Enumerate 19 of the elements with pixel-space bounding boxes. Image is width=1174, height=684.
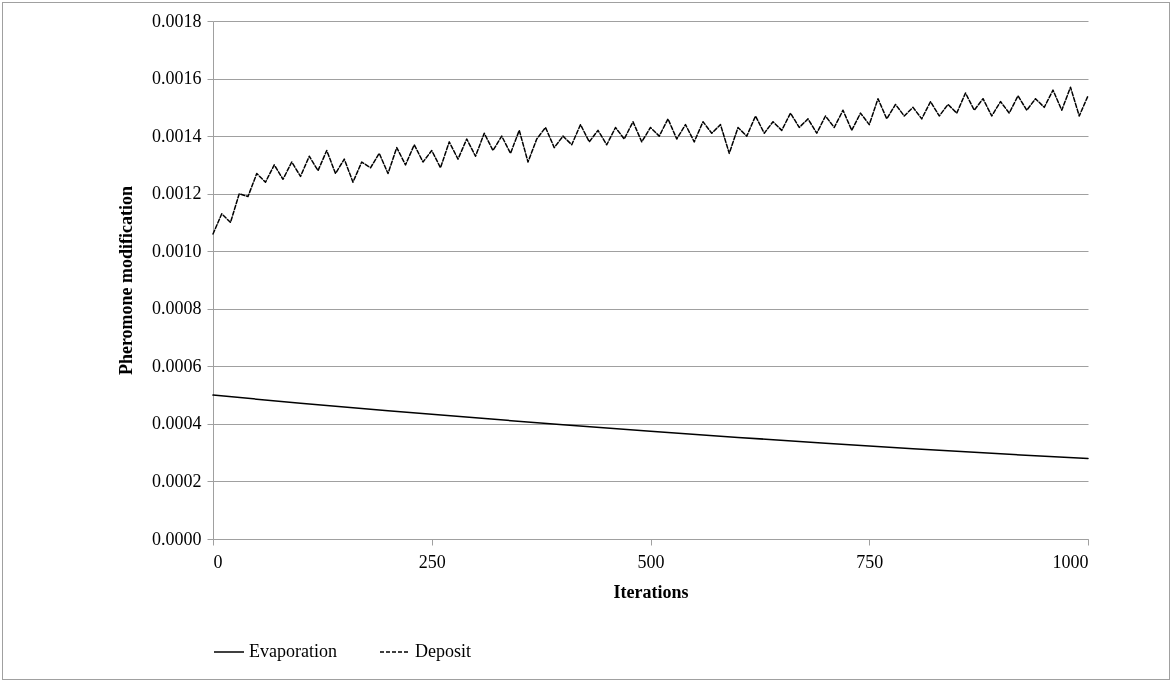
y-tick-label: 0.0004 [152, 413, 202, 434]
y-tick-label: 0.0008 [152, 298, 202, 319]
legend-label: Evaporation [249, 641, 337, 661]
x-tick-label: 1000 [1052, 551, 1089, 572]
x-tick-label: 750 [856, 551, 884, 572]
y-tick-label: 0.0006 [152, 355, 202, 376]
x-axis-title: Iterations [613, 581, 689, 602]
x-tick-label: 0 [213, 551, 223, 572]
x-tick-label: 500 [637, 551, 665, 572]
y-tick-label: 0.0014 [152, 125, 202, 146]
y-tick-label: 0.0018 [152, 10, 202, 31]
x-tick-label: 250 [418, 551, 446, 572]
y-axis-title: Pheromone modification [116, 185, 136, 376]
legend-label: Deposit [415, 641, 471, 661]
y-tick-label: 0.0000 [152, 528, 202, 549]
y-tick-label: 0.0016 [152, 68, 202, 89]
y-tick-label: 0.0002 [152, 470, 202, 491]
y-tick-label: 0.0012 [152, 183, 202, 204]
y-tick-label: 0.0010 [152, 240, 202, 261]
